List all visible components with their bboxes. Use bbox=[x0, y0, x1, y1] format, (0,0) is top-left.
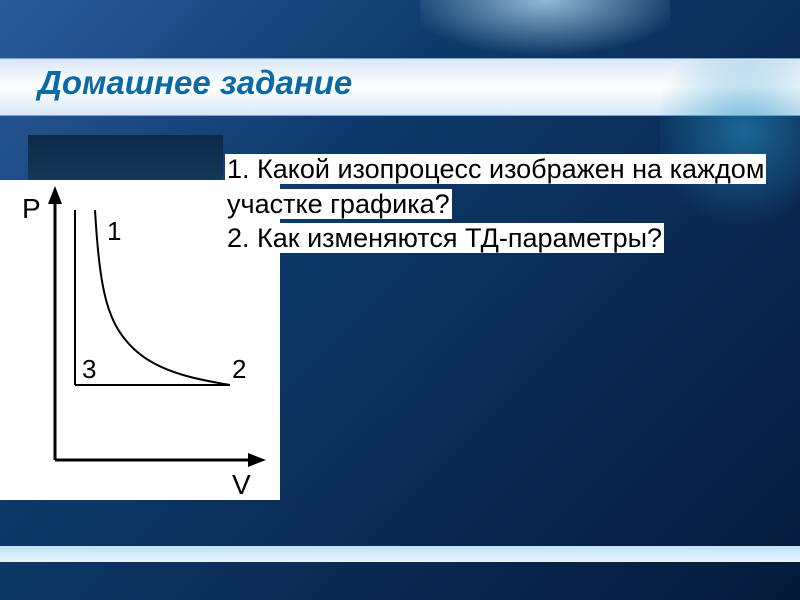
x-axis-arrow-icon bbox=[248, 453, 266, 467]
point-3-label: 3 bbox=[82, 354, 96, 384]
y-axis-arrow-icon bbox=[48, 186, 62, 204]
question-1: 1. Какой изопроцесс изображен на каждом … bbox=[225, 154, 766, 219]
slide-title: Домашнее задание bbox=[38, 64, 352, 102]
question-2: 2. Как изменяются ТД-параметры? bbox=[225, 223, 664, 253]
point-1-label: 1 bbox=[107, 216, 121, 246]
y-axis-label: P bbox=[22, 193, 41, 224]
point-2-label: 2 bbox=[232, 354, 246, 384]
footer-strip bbox=[0, 546, 800, 562]
x-axis-label: V bbox=[232, 469, 251, 500]
chart-shadow-tab bbox=[28, 135, 223, 185]
questions: 1. Какой изопроцесс изображен на каждом … bbox=[225, 152, 783, 256]
